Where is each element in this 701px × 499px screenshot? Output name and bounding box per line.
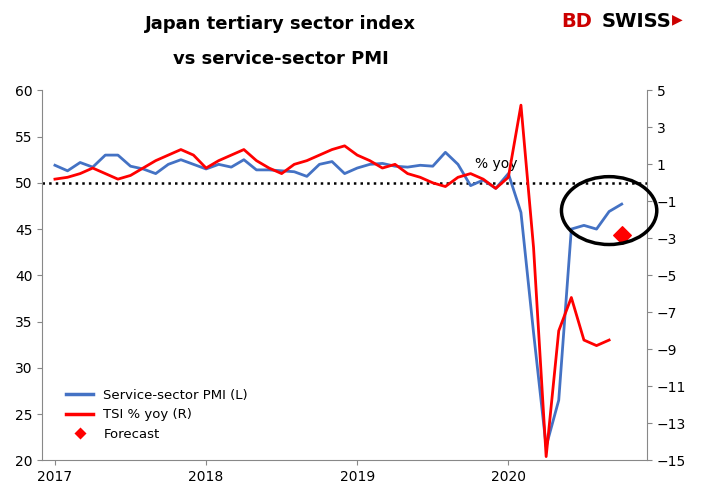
Text: BD: BD [561,12,592,31]
Legend: Service-sector PMI (L), TSI % yoy (R), Forecast: Service-sector PMI (L), TSI % yoy (R), F… [61,384,253,446]
Text: vs service-sector PMI: vs service-sector PMI [172,50,388,68]
Text: Japan tertiary sector index: Japan tertiary sector index [145,15,416,33]
Point [616,231,627,239]
Text: ▶: ▶ [672,12,682,26]
Text: SWISS: SWISS [601,12,672,31]
Text: % yoy: % yoy [475,157,517,171]
